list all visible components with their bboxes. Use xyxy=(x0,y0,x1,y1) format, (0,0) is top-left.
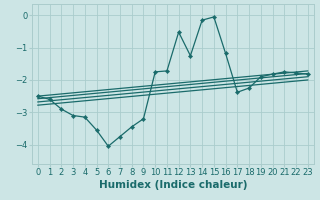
X-axis label: Humidex (Indice chaleur): Humidex (Indice chaleur) xyxy=(99,180,247,190)
